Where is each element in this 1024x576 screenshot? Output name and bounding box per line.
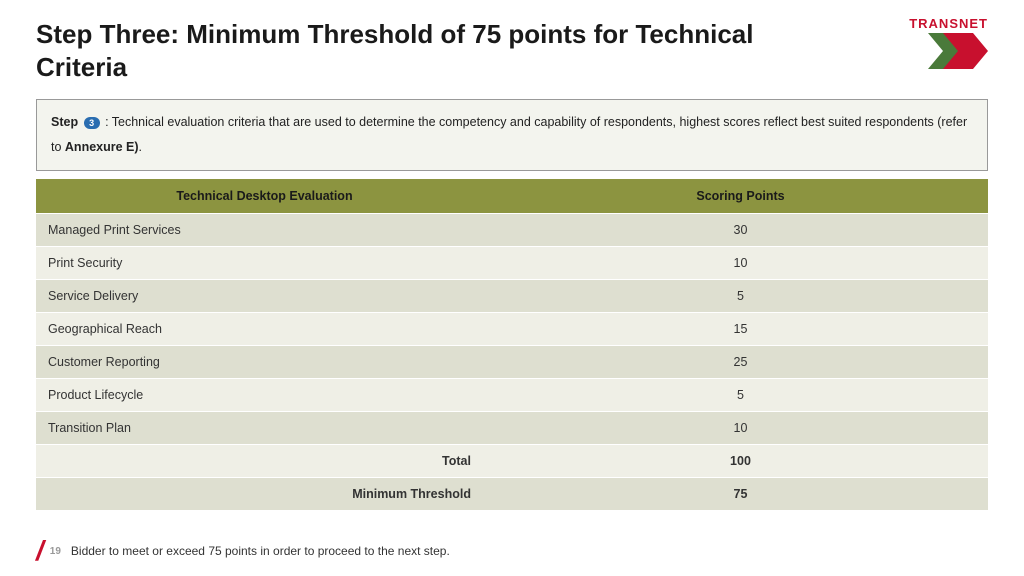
slide-title: Step Three: Minimum Threshold of 75 poin… bbox=[36, 18, 836, 83]
criterion-label: Customer Reporting bbox=[36, 346, 493, 379]
threshold-value: 75 bbox=[493, 478, 988, 511]
table-row: Geographical Reach15 bbox=[36, 313, 988, 346]
table-row: Customer Reporting25 bbox=[36, 346, 988, 379]
criterion-label: Transition Plan bbox=[36, 412, 493, 445]
table-row: Transition Plan10 bbox=[36, 412, 988, 445]
criterion-label: Service Delivery bbox=[36, 280, 493, 313]
total-row: Total100 bbox=[36, 445, 988, 478]
criterion-label: Product Lifecycle bbox=[36, 379, 493, 412]
criterion-points: 30 bbox=[493, 214, 988, 247]
col-header-points: Scoring Points bbox=[493, 179, 988, 214]
step-description-text: : Technical evaluation criteria that are… bbox=[51, 115, 967, 154]
footer-slash-icon: / bbox=[36, 544, 44, 558]
table-row: Managed Print Services30 bbox=[36, 214, 988, 247]
brand-chevron-icon bbox=[928, 33, 988, 74]
slide-footer: / 19 Bidder to meet or exceed 75 points … bbox=[36, 544, 450, 558]
step-number-badge: 3 bbox=[84, 117, 100, 129]
step-label: Step bbox=[51, 115, 78, 129]
criterion-points: 5 bbox=[493, 280, 988, 313]
criterion-points: 10 bbox=[493, 412, 988, 445]
criterion-points: 25 bbox=[493, 346, 988, 379]
step-description-box: Step 3 : Technical evaluation criteria t… bbox=[36, 99, 988, 171]
criterion-points: 10 bbox=[493, 247, 988, 280]
table-row: Service Delivery5 bbox=[36, 280, 988, 313]
threshold-row: Minimum Threshold75 bbox=[36, 478, 988, 511]
criterion-label: Managed Print Services bbox=[36, 214, 493, 247]
threshold-label: Minimum Threshold bbox=[36, 478, 493, 511]
brand-logo: TRANSNET bbox=[909, 16, 988, 74]
scoring-table: Technical Desktop Evaluation Scoring Poi… bbox=[36, 179, 988, 511]
criterion-label: Geographical Reach bbox=[36, 313, 493, 346]
table-row: Print Security10 bbox=[36, 247, 988, 280]
criterion-label: Print Security bbox=[36, 247, 493, 280]
annexure-ref: Annexure E) bbox=[65, 140, 139, 154]
total-label: Total bbox=[36, 445, 493, 478]
criterion-points: 15 bbox=[493, 313, 988, 346]
page-number: 19 bbox=[50, 546, 61, 557]
brand-name: TRANSNET bbox=[909, 16, 988, 31]
criterion-points: 5 bbox=[493, 379, 988, 412]
col-header-evaluation: Technical Desktop Evaluation bbox=[36, 179, 493, 214]
total-value: 100 bbox=[493, 445, 988, 478]
period: . bbox=[139, 140, 142, 154]
footer-note: Bidder to meet or exceed 75 points in or… bbox=[71, 544, 450, 558]
table-row: Product Lifecycle5 bbox=[36, 379, 988, 412]
